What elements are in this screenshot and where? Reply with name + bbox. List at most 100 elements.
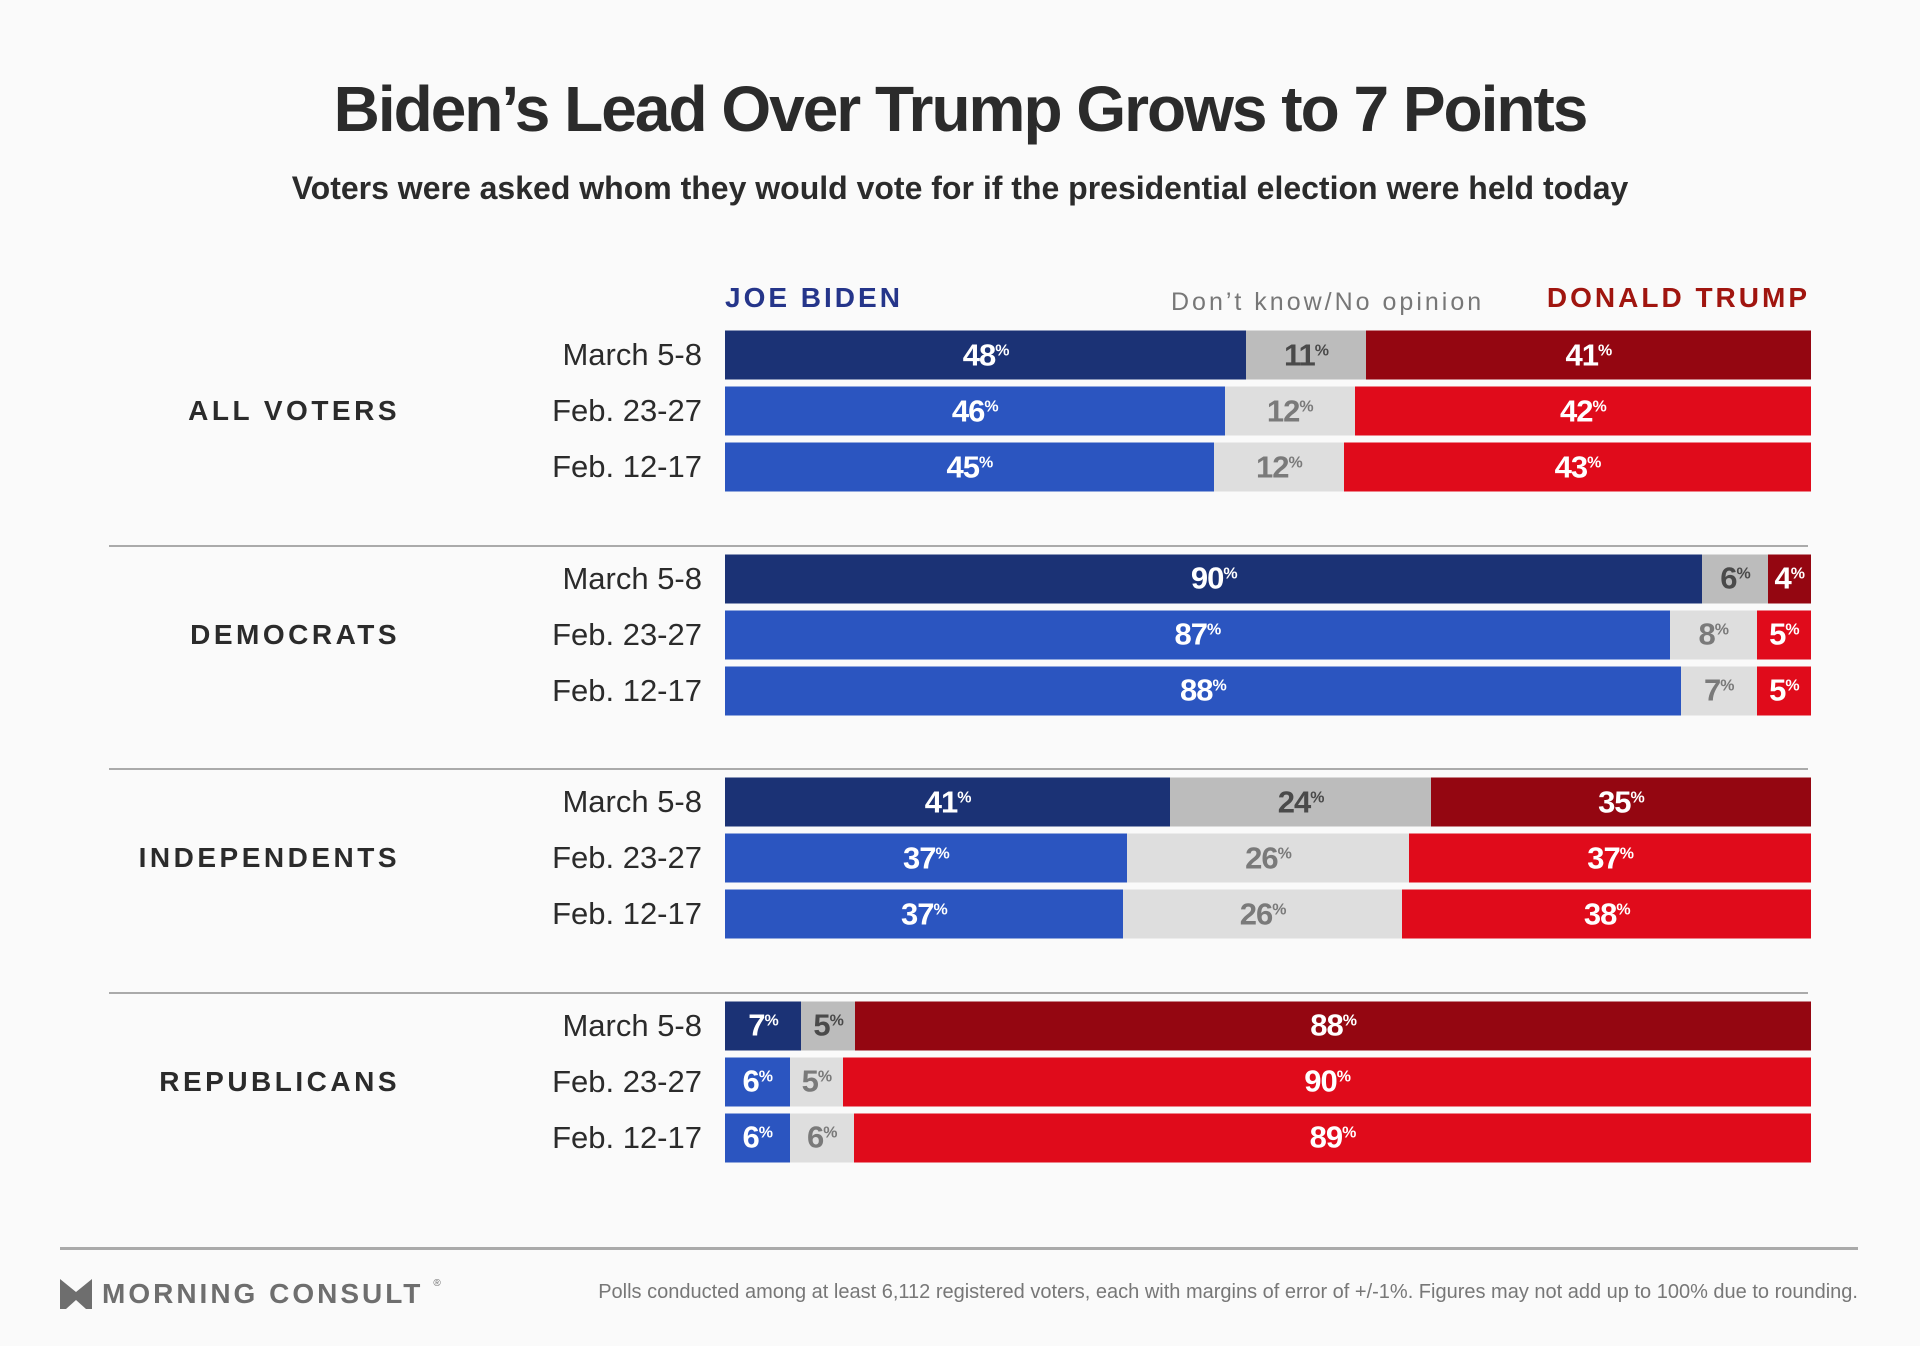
- bar-segment-trump: 5%: [1756, 610, 1811, 659]
- percent-sign: %: [1288, 454, 1302, 471]
- group-label: ALL VOTERS: [188, 395, 400, 426]
- percent-sign: %: [1785, 621, 1799, 639]
- data-label: 46: [951, 393, 985, 428]
- percent-sign: %: [1790, 565, 1805, 583]
- bar-segment-trump: 35%: [1430, 777, 1811, 827]
- chart-title: Biden’s Lead Over Trump Grows to 7 Point…: [333, 73, 1589, 145]
- percent-sign: %: [1277, 845, 1292, 862]
- data-label: 35: [1598, 784, 1631, 819]
- stacked-bar: 90% 6% 4%: [725, 554, 1811, 603]
- percent-sign: %: [1272, 901, 1286, 918]
- data-label: 41: [1565, 337, 1598, 372]
- data-label: 11: [1283, 337, 1316, 372]
- legend-biden: JOE BIDEN: [725, 282, 903, 313]
- data-label: 4: [1774, 560, 1792, 596]
- bar-segment-trump: 5%: [1756, 666, 1811, 715]
- morning-consult-m-icon: [60, 1279, 92, 1309]
- stacked-bar: 88% 7% 5%: [725, 666, 1811, 715]
- bar-segment-trump: 42%: [1354, 386, 1811, 436]
- data-label: 24: [1277, 784, 1311, 819]
- data-label: 43: [1554, 449, 1588, 484]
- data-label: 38: [1583, 896, 1617, 931]
- bar-segment-biden: 6%: [725, 1057, 790, 1106]
- data-label: 7: [1703, 672, 1721, 708]
- percent-sign: %: [935, 845, 950, 862]
- percent-sign: %: [1212, 677, 1226, 695]
- percent-sign: %: [1207, 621, 1221, 639]
- bar-segment-biden: 7%: [725, 1001, 802, 1050]
- date-label: Feb. 12-17: [552, 672, 702, 708]
- data-label: 5: [1769, 616, 1786, 652]
- percent-sign: %: [1597, 342, 1612, 359]
- logo-text: MORNING CONSULT: [102, 1278, 424, 1309]
- bar-segment-dk: 8%: [1669, 610, 1757, 659]
- data-label: 26: [1245, 840, 1278, 875]
- percent-sign: %: [1299, 398, 1313, 415]
- data-label: 88: [1179, 672, 1213, 708]
- percent-sign: %: [829, 1012, 844, 1030]
- group-divider: [109, 991, 1808, 994]
- bar-segment-biden: 48%: [725, 330, 1247, 380]
- data-label: 12: [1266, 393, 1300, 428]
- percent-sign: %: [1714, 621, 1729, 639]
- date-label: Feb. 23-27: [552, 1063, 702, 1099]
- data-label: 5: [801, 1063, 819, 1099]
- bar-segment-biden: 6%: [725, 1113, 790, 1162]
- chart-subtitle: Voters were asked whom they would vote f…: [291, 170, 1629, 206]
- percent-sign: %: [817, 1068, 832, 1086]
- date-label: Feb. 23-27: [552, 393, 702, 428]
- percent-sign: %: [1336, 1068, 1351, 1086]
- bar-segment-biden: 37%: [725, 889, 1123, 939]
- bar-segment-dk: 12%: [1213, 442, 1344, 492]
- date-label: March 5-8: [562, 784, 702, 819]
- data-label: 90: [1304, 1063, 1337, 1099]
- percent-sign: %: [978, 454, 993, 471]
- percent-sign: %: [758, 1068, 773, 1086]
- percent-sign: %: [933, 901, 948, 918]
- percent-sign: %: [1736, 565, 1750, 583]
- footer-note: Polls conducted among at least 6,112 reg…: [598, 1281, 1858, 1303]
- bar-segment-biden: 37%: [725, 833, 1127, 883]
- percent-sign: %: [1619, 845, 1634, 862]
- stacked-bar: 6% 5% 90%: [725, 1057, 1811, 1106]
- group-label: REPUBLICANS: [159, 1065, 400, 1097]
- data-label: 48: [962, 337, 996, 372]
- data-label: 6: [807, 1119, 824, 1155]
- stacked-bar: 7% 5% 88%: [725, 1001, 1811, 1050]
- percent-sign: %: [1342, 1012, 1357, 1030]
- footer-divider: [60, 1247, 1858, 1250]
- bar-segment-biden: 87%: [725, 610, 1670, 659]
- data-label: 37: [1587, 840, 1620, 875]
- bar-segment-biden: 90%: [725, 554, 1703, 603]
- percent-sign: %: [758, 1124, 773, 1142]
- stacked-bar: 37% 26% 38%: [725, 889, 1811, 939]
- data-label: 6: [742, 1063, 760, 1099]
- stacked-bar: 87% 8% 5%: [725, 610, 1811, 659]
- bar-segment-dk: 6%: [789, 1113, 854, 1162]
- bar-segment-dk: 11%: [1246, 330, 1366, 380]
- group-label: DEMOCRATS: [190, 618, 400, 650]
- stacked-bar: 41% 24% 35%: [725, 777, 1811, 827]
- data-label: 8: [1698, 616, 1716, 652]
- data-label: 12: [1255, 449, 1289, 484]
- percent-sign: %: [1314, 342, 1329, 359]
- bar-segment-trump: 90%: [843, 1057, 1811, 1106]
- bar-segment-dk: 5%: [801, 1001, 856, 1050]
- stacked-bar: 46% 12% 42%: [725, 386, 1811, 436]
- data-label: 88: [1310, 1007, 1343, 1043]
- percent-sign: %: [1587, 454, 1601, 471]
- data-label: 89: [1309, 1119, 1343, 1155]
- bar-segment-dk: 5%: [789, 1057, 844, 1106]
- data-label: 6: [1720, 560, 1737, 596]
- bar-segment-biden: 88%: [725, 666, 1681, 715]
- bar-segment-dk: 26%: [1122, 889, 1403, 939]
- data-label: 41: [924, 784, 958, 819]
- data-label: 7: [748, 1007, 765, 1043]
- morning-consult-logo: MORNING CONSULT ®: [60, 1278, 441, 1310]
- bar-segment-trump: 37%: [1409, 833, 1811, 883]
- registered-mark: ®: [433, 1278, 441, 1289]
- percent-sign: %: [1720, 677, 1734, 695]
- data-label: 37: [901, 896, 934, 931]
- date-label: Feb. 23-27: [552, 840, 702, 875]
- data-label: 5: [1769, 672, 1786, 708]
